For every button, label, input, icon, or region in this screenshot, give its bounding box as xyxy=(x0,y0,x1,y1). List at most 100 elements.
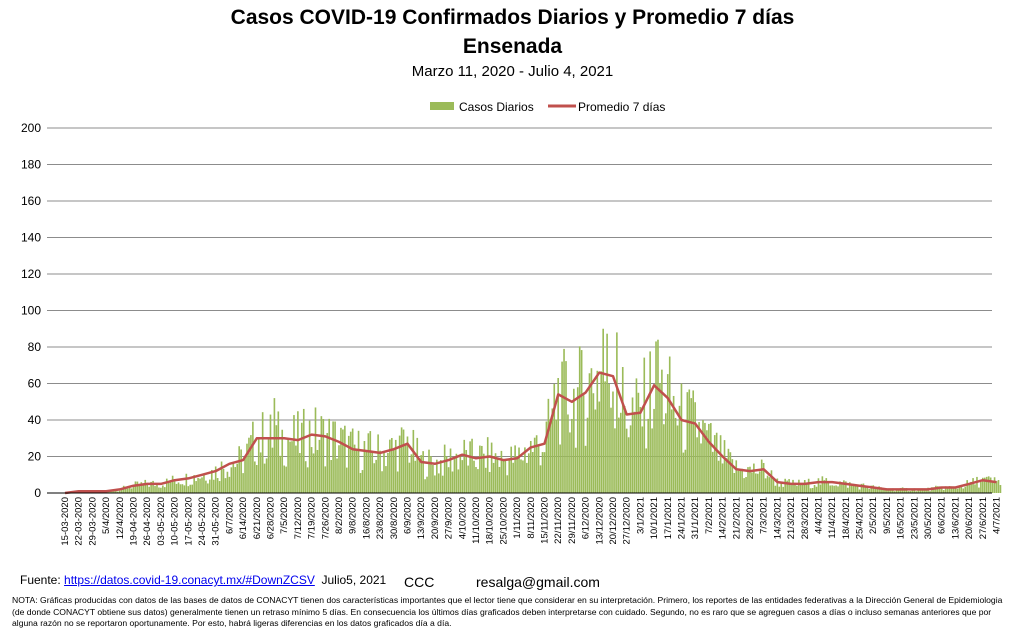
y-tick-label: 20 xyxy=(28,450,42,464)
daily-bar xyxy=(197,477,199,493)
daily-bar xyxy=(876,487,878,493)
daily-bar xyxy=(559,444,561,493)
date-range: Marzo 11, 2020 - Julio 4, 2021 xyxy=(411,63,614,80)
daily-bar xyxy=(608,383,610,493)
daily-bar xyxy=(639,406,642,493)
daily-bar xyxy=(573,388,575,493)
x-tick-label: 03-05-2020 xyxy=(156,497,167,546)
daily-bar xyxy=(694,402,696,493)
x-tick-label: 26-04-2020 xyxy=(142,497,153,546)
daily-bar xyxy=(230,467,233,493)
daily-bar xyxy=(944,486,947,493)
daily-bar xyxy=(195,481,197,493)
daily-bar xyxy=(764,478,767,493)
daily-bar xyxy=(293,415,295,493)
daily-bar xyxy=(749,466,751,493)
daily-bar xyxy=(222,468,225,493)
daily-bar xyxy=(289,441,291,493)
x-tick-label: 6/21/2020 xyxy=(252,497,263,539)
daily-bar xyxy=(688,389,691,493)
daily-bar xyxy=(590,368,593,493)
daily-bar xyxy=(745,477,747,493)
x-tick-label: 27/12/2020 xyxy=(622,497,633,545)
daily-bar xyxy=(915,491,918,493)
daily-bar xyxy=(177,482,180,493)
x-tick-label: 7/2/2021 xyxy=(704,497,715,534)
daily-bar xyxy=(827,481,830,493)
daily-bar xyxy=(306,467,309,493)
chart-subtitle: Ensenada xyxy=(462,35,563,58)
daily-bar xyxy=(475,467,477,493)
daily-bar xyxy=(275,425,278,493)
daily-bar xyxy=(482,453,485,493)
daily-bar xyxy=(796,485,798,493)
daily-bar xyxy=(216,478,219,493)
x-tick-label: 5/4/2020 xyxy=(101,497,112,534)
daily-bar xyxy=(430,456,432,493)
daily-bar xyxy=(357,430,360,493)
daily-bar xyxy=(733,472,736,493)
daily-bar xyxy=(142,483,145,493)
daily-bar xyxy=(852,483,855,493)
daily-bar xyxy=(778,486,781,493)
daily-bar xyxy=(539,465,542,493)
daily-bar xyxy=(514,445,516,493)
daily-bar xyxy=(226,471,229,493)
daily-bar xyxy=(958,485,961,493)
daily-bar xyxy=(825,478,828,493)
daily-bar xyxy=(598,401,601,493)
daily-bar xyxy=(457,469,460,493)
x-tick-label: 22/11/2020 xyxy=(553,497,564,544)
daily-bar xyxy=(400,427,403,493)
daily-bar xyxy=(426,476,428,493)
daily-bar xyxy=(244,455,246,493)
daily-bar xyxy=(353,444,356,493)
daily-bar xyxy=(203,474,205,493)
daily-bar xyxy=(447,467,450,493)
daily-bar xyxy=(729,452,732,493)
daily-bar xyxy=(870,485,873,493)
daily-bar xyxy=(531,452,534,493)
daily-bar xyxy=(668,356,671,493)
chart-area: Casos Diarios Promedio 7 días 0 20 40 60 80 1… xyxy=(21,100,1003,546)
daily-bar xyxy=(551,408,554,493)
daily-bar xyxy=(494,453,497,493)
daily-bar xyxy=(719,435,722,493)
daily-bar xyxy=(815,486,818,493)
daily-bar xyxy=(453,459,456,493)
daily-bar xyxy=(772,478,775,493)
daily-bar xyxy=(451,471,454,493)
daily-bar xyxy=(582,395,585,493)
daily-bar xyxy=(346,467,348,493)
x-tick-label: 6/6/2021 xyxy=(937,497,948,534)
daily-bar xyxy=(743,478,745,493)
daily-bar xyxy=(347,435,350,493)
daily-bar xyxy=(488,471,491,493)
daily-bar xyxy=(596,370,599,493)
daily-bar xyxy=(396,471,399,493)
daily-bar xyxy=(829,485,832,493)
daily-bar xyxy=(882,488,884,493)
daily-bar xyxy=(473,460,475,493)
daily-bar xyxy=(312,453,315,493)
source-link[interactable]: https://datos.covid-19.conacyt.mx/#DownZ… xyxy=(64,573,315,587)
daily-bar xyxy=(304,461,307,493)
daily-bar xyxy=(209,479,211,493)
daily-bar xyxy=(954,487,957,493)
daily-bar xyxy=(645,448,648,493)
daily-bar xyxy=(371,450,374,493)
daily-bar xyxy=(569,432,571,493)
x-tick-label: 4/10/2020 xyxy=(457,497,468,539)
daily-bar xyxy=(803,480,806,493)
daily-bar xyxy=(725,458,728,493)
daily-bar xyxy=(210,469,213,493)
daily-bar xyxy=(163,487,166,493)
daily-bar xyxy=(359,472,362,493)
y-tick-label: 60 xyxy=(28,377,42,391)
daily-bar xyxy=(469,441,471,493)
x-tick-label: 21/2/2021 xyxy=(731,497,742,539)
daily-bar xyxy=(866,487,869,493)
daily-bar xyxy=(367,433,370,493)
x-tick-label: 15-03-2020 xyxy=(60,497,71,546)
x-tick-label: 13/9/2020 xyxy=(416,497,427,539)
